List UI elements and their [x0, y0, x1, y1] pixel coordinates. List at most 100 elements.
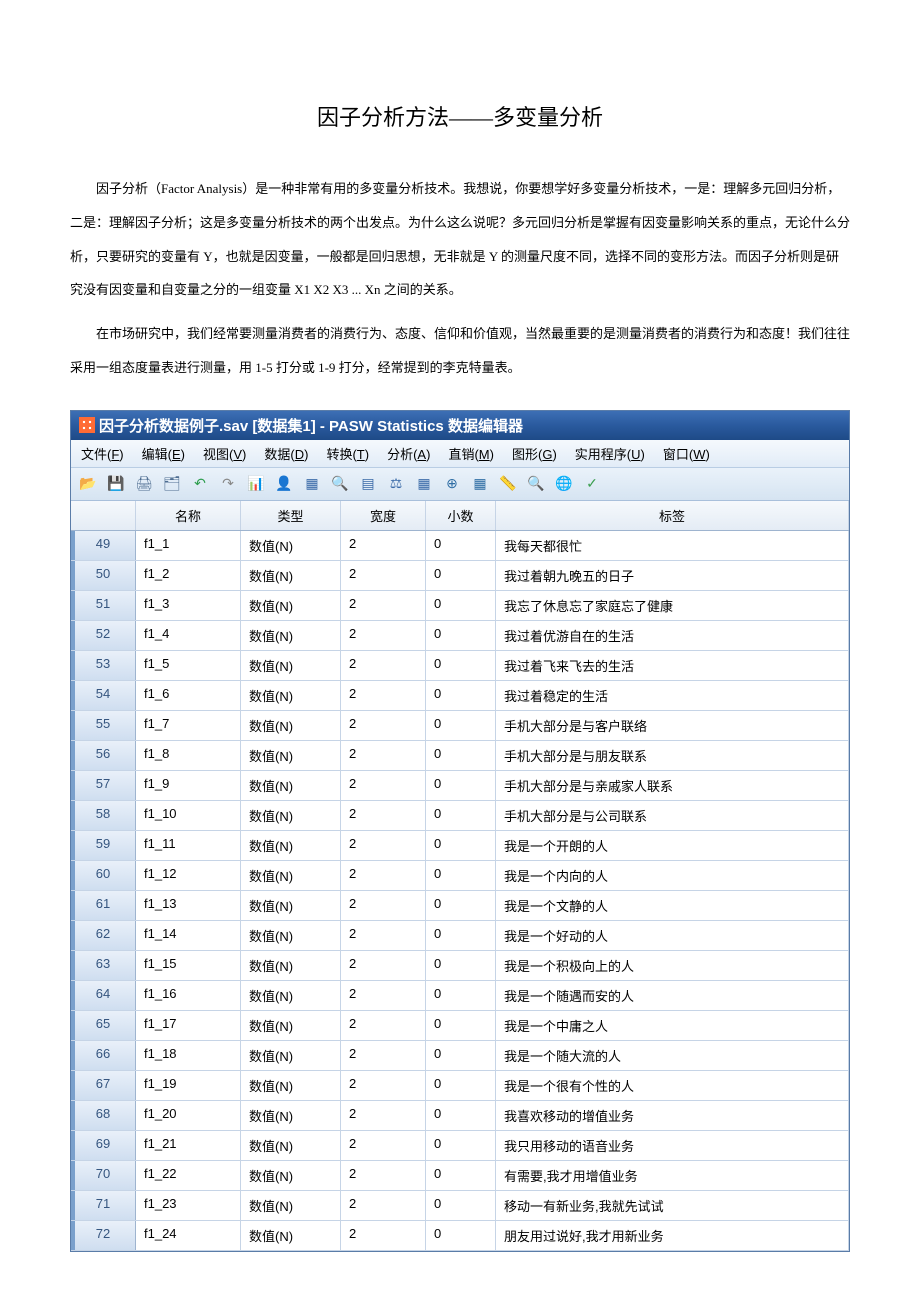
menu-m[interactable]: 直销(M) [448, 444, 494, 463]
cell-width[interactable]: 2 [341, 1191, 426, 1220]
row-number[interactable]: 70 [71, 1161, 136, 1190]
cell-width[interactable]: 2 [341, 1041, 426, 1070]
cell-dec[interactable]: 0 [426, 801, 496, 830]
redo-icon[interactable]: ↷ [217, 473, 239, 495]
cell-width[interactable]: 2 [341, 711, 426, 740]
cell-dec[interactable]: 0 [426, 591, 496, 620]
cell-type[interactable]: 数值(N) [241, 861, 341, 890]
ruler-icon[interactable]: 📏 [497, 473, 519, 495]
save-icon[interactable]: 💾 [105, 473, 127, 495]
cell-width[interactable]: 2 [341, 771, 426, 800]
goto-icon[interactable]: 📊 [245, 473, 267, 495]
menu-e[interactable]: 编辑(E) [142, 444, 185, 463]
cell-width[interactable]: 2 [341, 1161, 426, 1190]
table-row[interactable]: 64f1_16数值(N)20我是一个随遇而安的人 [71, 981, 849, 1011]
row-number[interactable]: 49 [71, 531, 136, 560]
menu-t[interactable]: 转换(T) [326, 444, 369, 463]
cell-width[interactable]: 2 [341, 591, 426, 620]
row-number[interactable]: 67 [71, 1071, 136, 1100]
cell-label[interactable]: 我喜欢移动的增值业务 [496, 1101, 849, 1130]
cell-type[interactable]: 数值(N) [241, 651, 341, 680]
cell-type[interactable]: 数值(N) [241, 621, 341, 650]
cell-type[interactable]: 数值(N) [241, 741, 341, 770]
cell-label[interactable]: 我只用移动的语音业务 [496, 1131, 849, 1160]
cell-name[interactable]: f1_19 [136, 1071, 241, 1100]
spell-icon[interactable]: ✓ [581, 473, 603, 495]
cell-dec[interactable]: 0 [426, 681, 496, 710]
cell-label[interactable]: 我是一个随大流的人 [496, 1041, 849, 1070]
insert-var-icon[interactable]: ▦ [301, 473, 323, 495]
cell-name[interactable]: f1_4 [136, 621, 241, 650]
cell-name[interactable]: f1_21 [136, 1131, 241, 1160]
cell-dec[interactable]: 0 [426, 1221, 496, 1250]
row-number[interactable]: 63 [71, 951, 136, 980]
table-row[interactable]: 61f1_13数值(N)20我是一个文静的人 [71, 891, 849, 921]
cell-dec[interactable]: 0 [426, 531, 496, 560]
row-number[interactable]: 64 [71, 981, 136, 1010]
undo-icon[interactable]: ↶ [189, 473, 211, 495]
cell-width[interactable]: 2 [341, 531, 426, 560]
cell-type[interactable]: 数值(N) [241, 561, 341, 590]
cell-width[interactable]: 2 [341, 981, 426, 1010]
cell-name[interactable]: f1_14 [136, 921, 241, 950]
menu-u[interactable]: 实用程序(U) [575, 444, 645, 463]
split-icon[interactable]: ▤ [357, 473, 379, 495]
table-row[interactable]: 65f1_17数值(N)20我是一个中庸之人 [71, 1011, 849, 1041]
row-number[interactable]: 59 [71, 831, 136, 860]
table-row[interactable]: 66f1_18数值(N)20我是一个随大流的人 [71, 1041, 849, 1071]
cell-width[interactable]: 2 [341, 741, 426, 770]
table-row[interactable]: 63f1_15数值(N)20我是一个积极向上的人 [71, 951, 849, 981]
cell-dec[interactable]: 0 [426, 621, 496, 650]
cell-type[interactable]: 数值(N) [241, 591, 341, 620]
row-number[interactable]: 71 [71, 1191, 136, 1220]
cell-name[interactable]: f1_13 [136, 891, 241, 920]
cell-name[interactable]: f1_7 [136, 711, 241, 740]
cell-width[interactable]: 2 [341, 561, 426, 590]
cell-type[interactable]: 数值(N) [241, 801, 341, 830]
cell-dec[interactable]: 0 [426, 1041, 496, 1070]
cell-name[interactable]: f1_22 [136, 1161, 241, 1190]
cell-dec[interactable]: 0 [426, 1191, 496, 1220]
cell-label[interactable]: 我过着稳定的生活 [496, 681, 849, 710]
row-number[interactable]: 68 [71, 1101, 136, 1130]
table-row[interactable]: 60f1_12数值(N)20我是一个内向的人 [71, 861, 849, 891]
table-row[interactable]: 57f1_9数值(N)20手机大部分是与亲戚家人联系 [71, 771, 849, 801]
table-row[interactable]: 68f1_20数值(N)20我喜欢移动的增值业务 [71, 1101, 849, 1131]
cell-name[interactable]: f1_9 [136, 771, 241, 800]
cell-dec[interactable]: 0 [426, 861, 496, 890]
select-icon[interactable]: ▦ [413, 473, 435, 495]
cell-type[interactable]: 数值(N) [241, 1161, 341, 1190]
cell-name[interactable]: f1_15 [136, 951, 241, 980]
row-number[interactable]: 58 [71, 801, 136, 830]
cell-type[interactable]: 数值(N) [241, 1071, 341, 1100]
cell-name[interactable]: f1_2 [136, 561, 241, 590]
cell-dec[interactable]: 0 [426, 741, 496, 770]
cell-label[interactable]: 我是一个文静的人 [496, 891, 849, 920]
cell-type[interactable]: 数值(N) [241, 1221, 341, 1250]
cell-type[interactable]: 数值(N) [241, 891, 341, 920]
cell-label[interactable]: 我是一个积极向上的人 [496, 951, 849, 980]
cell-label[interactable]: 手机大部分是与亲戚家人联系 [496, 771, 849, 800]
cell-name[interactable]: f1_16 [136, 981, 241, 1010]
cell-label[interactable]: 我过着朝九晚五的日子 [496, 561, 849, 590]
header-width[interactable]: 宽度 [341, 501, 426, 530]
row-number[interactable]: 65 [71, 1011, 136, 1040]
row-number[interactable]: 57 [71, 771, 136, 800]
cell-label[interactable]: 我每天都很忙 [496, 531, 849, 560]
table-row[interactable]: 58f1_10数值(N)20手机大部分是与公司联系 [71, 801, 849, 831]
sets-icon[interactable]: ▦ [469, 473, 491, 495]
table-row[interactable]: 49f1_1数值(N)20我每天都很忙 [71, 531, 849, 561]
cell-type[interactable]: 数值(N) [241, 831, 341, 860]
table-row[interactable]: 56f1_8数值(N)20手机大部分是与朋友联系 [71, 741, 849, 771]
cell-label[interactable]: 我过着飞来飞去的生活 [496, 651, 849, 680]
cell-width[interactable]: 2 [341, 801, 426, 830]
menu-w[interactable]: 窗口(W) [663, 444, 710, 463]
cell-width[interactable]: 2 [341, 921, 426, 950]
cell-type[interactable]: 数值(N) [241, 1101, 341, 1130]
table-row[interactable]: 55f1_7数值(N)20手机大部分是与客户联络 [71, 711, 849, 741]
cell-name[interactable]: f1_23 [136, 1191, 241, 1220]
find-icon[interactable]: 🔍 [329, 473, 351, 495]
cell-label[interactable]: 手机大部分是与客户联络 [496, 711, 849, 740]
table-row[interactable]: 52f1_4数值(N)20我过着优游自在的生活 [71, 621, 849, 651]
cell-name[interactable]: f1_11 [136, 831, 241, 860]
